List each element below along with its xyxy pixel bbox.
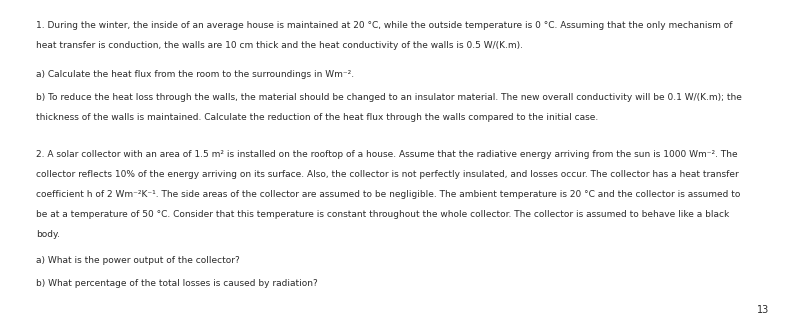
Text: coefficient h of 2 Wm⁻²K⁻¹. The side areas of the collector are assumed to be ne: coefficient h of 2 Wm⁻²K⁻¹. The side are…	[36, 190, 740, 199]
Text: b) To reduce the heat loss through the walls, the material should be changed to : b) To reduce the heat loss through the w…	[36, 93, 742, 102]
Text: collector reflects 10% of the energy arriving on its surface. Also, the collecto: collector reflects 10% of the energy arr…	[36, 170, 738, 179]
Text: b) What percentage of the total losses is caused by radiation?: b) What percentage of the total losses i…	[36, 279, 318, 288]
Text: 2. A solar collector with an area of 1.5 m² is installed on the rooftop of a hou: 2. A solar collector with an area of 1.5…	[36, 150, 738, 159]
Text: a) What is the power output of the collector?: a) What is the power output of the colle…	[36, 256, 240, 265]
Text: body.: body.	[36, 230, 60, 239]
Text: 13: 13	[758, 305, 770, 315]
Text: be at a temperature of 50 °C. Consider that this temperature is constant through: be at a temperature of 50 °C. Consider t…	[36, 210, 730, 219]
Text: a) Calculate the heat flux from the room to the surroundings in Wm⁻².: a) Calculate the heat flux from the room…	[36, 70, 354, 79]
Text: heat transfer is conduction, the walls are 10 cm thick and the heat conductivity: heat transfer is conduction, the walls a…	[36, 41, 523, 50]
Text: 1. During the winter, the inside of an average house is maintained at 20 °C, whi: 1. During the winter, the inside of an a…	[36, 21, 733, 30]
Text: thickness of the walls is maintained. Calculate the reduction of the heat flux t: thickness of the walls is maintained. Ca…	[36, 113, 598, 122]
